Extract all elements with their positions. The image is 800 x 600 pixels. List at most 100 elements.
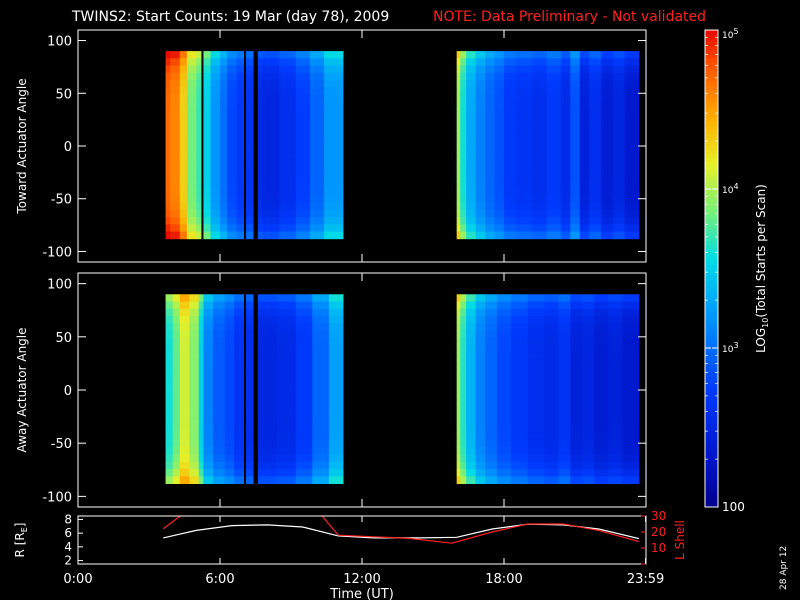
heatmap-cell (165, 152, 171, 160)
heatmap-cell (589, 87, 602, 95)
y-tick-label: 0 (64, 140, 72, 155)
heatmap-cell (234, 418, 245, 426)
colorbar-swatch (705, 232, 718, 238)
heatmap-cell (246, 116, 254, 124)
heatmap-cell (579, 144, 590, 153)
heatmap-cell (466, 381, 476, 390)
heatmap-cell (165, 217, 171, 225)
colorbar-swatch (705, 363, 718, 369)
heatmap-cell (257, 195, 263, 204)
heatmap-cell (589, 123, 602, 131)
heatmap-cell (560, 195, 571, 204)
heatmap-cell (475, 330, 486, 339)
heatmap-cell (203, 418, 214, 426)
heatmap-cell (475, 94, 486, 103)
heatmap-cell (593, 396, 609, 404)
heatmap-cell (279, 144, 297, 153)
heatmap-cell (608, 388, 623, 397)
heatmap-cell (198, 432, 204, 441)
heatmap-cell (582, 352, 595, 361)
heatmap-cell (179, 87, 188, 95)
heatmap-cell (179, 381, 190, 390)
heatmap-cell (608, 439, 623, 448)
heatmap-cell (570, 231, 581, 240)
heatmap-cell (257, 396, 278, 404)
heatmap-cell (198, 294, 204, 302)
heatmap-cell (179, 352, 190, 361)
heatmap-cell (257, 144, 263, 153)
heatmap-cell (234, 469, 245, 477)
heatmap-cell (179, 454, 190, 463)
heatmap-cell (546, 51, 562, 59)
y-tick-label: 50 (55, 87, 72, 102)
heatmap-cell (570, 116, 581, 124)
heatmap-cell (456, 231, 461, 240)
heatmap-cell (532, 209, 547, 218)
heatmap-cell (589, 181, 602, 189)
heatmap-cell (527, 359, 545, 368)
heatmap-cell (179, 447, 190, 455)
heatmap-cell (624, 72, 640, 81)
heatmap-cell (624, 231, 640, 240)
heatmap-cell (224, 337, 235, 346)
heatmap-cell (546, 101, 562, 110)
heatmap-cell (544, 367, 559, 375)
heatmap-cell (189, 316, 200, 324)
heatmap-cell (212, 432, 226, 441)
heatmap-cell (593, 469, 609, 477)
heatmap-cell (179, 94, 188, 103)
colorbar-swatch (705, 359, 718, 365)
heatmap-cell (485, 108, 495, 117)
heatmap-cell (257, 476, 278, 484)
heatmap-cell (456, 152, 461, 160)
heatmap-cell (246, 316, 254, 324)
heatmap-cell (456, 316, 461, 324)
heatmap-cell (276, 469, 297, 477)
heatmap-cell (189, 403, 200, 412)
heatmap-cell (570, 410, 583, 419)
heatmap-cell (582, 374, 595, 383)
heatmap-cell (170, 94, 181, 103)
heatmap-cell (328, 396, 344, 404)
heatmap-cell (246, 159, 254, 167)
heatmap-cell (279, 130, 297, 139)
heatmap-cell (582, 345, 595, 353)
heatmap-cell (608, 352, 623, 361)
date-stamp: 28 Apr 12 (779, 546, 789, 590)
heatmap-cell (236, 72, 245, 81)
heatmap-cell (456, 166, 461, 175)
heatmap-cell (544, 461, 559, 470)
heatmap-cell (527, 432, 545, 441)
heatmap-cell (236, 188, 245, 196)
heatmap-cell (203, 130, 211, 139)
heatmap-cell (170, 217, 181, 225)
heatmap-cell (601, 101, 614, 110)
heatmap-cell (309, 224, 325, 232)
heatmap-cell (511, 294, 529, 302)
y-axis-label: Away Actuator Angle (15, 327, 29, 452)
heatmap-cell (224, 469, 235, 477)
colorbar-swatch (705, 177, 718, 182)
heatmap-cell (196, 94, 202, 103)
heatmap-cell (485, 337, 498, 346)
heatmap-cell (532, 166, 547, 175)
heatmap-cell (570, 137, 581, 146)
heatmap-cell (257, 231, 263, 240)
heatmap-cell (456, 209, 461, 218)
heatmap-cell (227, 166, 237, 175)
heatmap-cell (312, 403, 330, 412)
heatmap-cell (262, 159, 280, 167)
figure-title: TWINS2: Start Counts: 19 Mar (day 78), 2… (71, 9, 389, 25)
heatmap-cell (475, 323, 486, 332)
heatmap-cell (279, 159, 297, 167)
heatmap-cell (460, 72, 467, 81)
heatmap-cell (560, 144, 571, 153)
heatmap-cell (165, 476, 174, 484)
heatmap-cell (558, 432, 571, 441)
heatmap-cell (328, 418, 344, 426)
heatmap-cell (515, 195, 533, 204)
heatmap-cell (485, 345, 498, 353)
heatmap-cell (511, 469, 529, 477)
heatmap-cell (246, 202, 254, 211)
heatmap-cell (579, 137, 590, 146)
